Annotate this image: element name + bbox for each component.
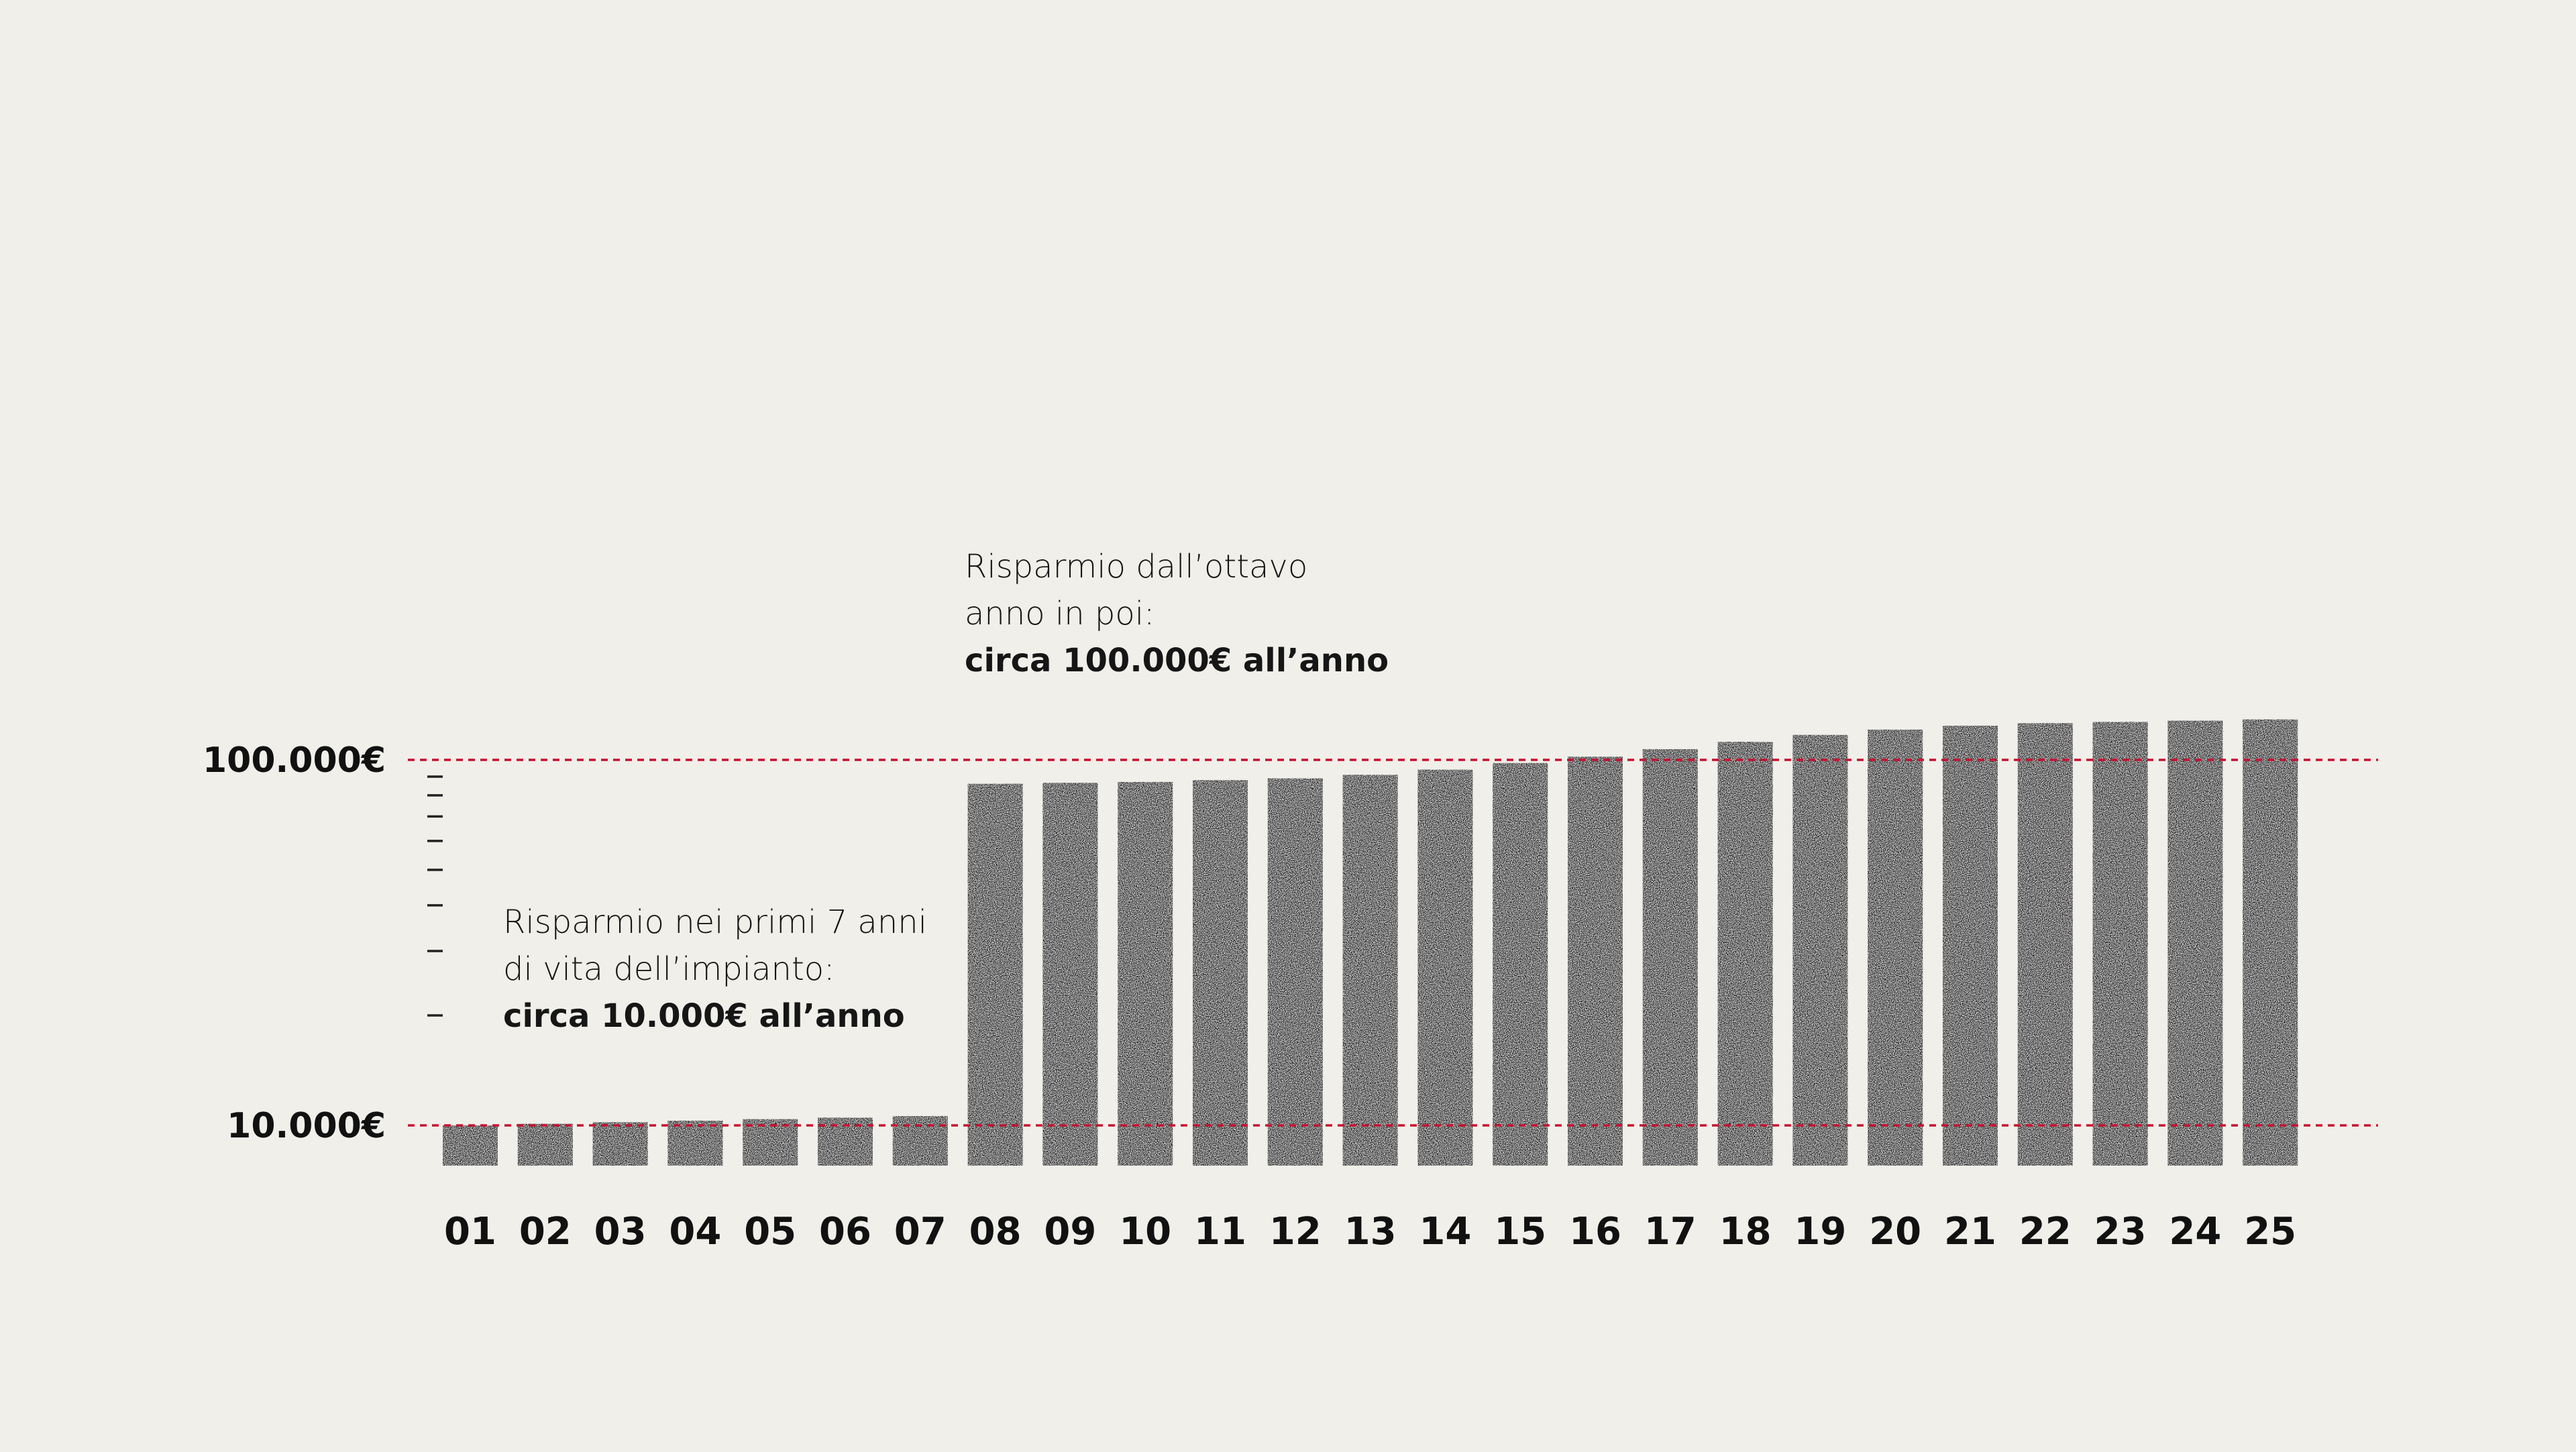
bar-11 [1193, 780, 1248, 1166]
annotation-line: Risparmio nei primi 7 anni [503, 903, 928, 941]
x-tick-label: 14 [1419, 1210, 1471, 1253]
bar-10 [1118, 781, 1173, 1166]
x-tick-label: 16 [1569, 1210, 1621, 1253]
bar-14 [1417, 769, 1473, 1166]
bar-24 [2167, 720, 2223, 1166]
x-tick-label: 02 [519, 1210, 572, 1253]
annotation-first-years: Risparmio nei primi 7 anni di vita dell’… [503, 899, 927, 1040]
x-tick-label: 24 [2169, 1210, 2221, 1253]
x-tick-label: 22 [2019, 1210, 2072, 1253]
category-labels: 01 02 03 04 05 06 07 08 09 10 11 12 13 14 15 16 17 18 19 20… [444, 1210, 2296, 1253]
bar-19 [1792, 734, 1848, 1166]
bar-05 [743, 1119, 798, 1166]
x-tick-label: 05 [744, 1210, 796, 1253]
bar-17 [1642, 748, 1698, 1166]
x-tick-label: 15 [1494, 1210, 1546, 1253]
bar-21 [1943, 726, 1998, 1166]
bar-04 [667, 1121, 723, 1166]
bar-12 [1267, 778, 1323, 1166]
reference-line-label: 100.000€ [203, 740, 386, 781]
annotation-line: di vita dell’impianto: [503, 950, 835, 988]
bars-layer [443, 719, 2298, 1166]
annotation-later-years: Risparmio dall’ottavo anno in poi: circa… [965, 543, 1389, 684]
x-tick-label: 11 [1194, 1210, 1246, 1253]
annotation-highlight: circa 100.000€ all’anno [965, 642, 1389, 679]
x-tick-label: 08 [969, 1210, 1022, 1253]
bar-16 [1568, 757, 1623, 1166]
annotation-line: Risparmio dall’ottavo [965, 548, 1308, 585]
bar-07 [892, 1116, 948, 1166]
bar-18 [1717, 742, 1773, 1166]
x-tick-label: 06 [819, 1210, 871, 1253]
x-tick-label: 09 [1044, 1210, 1096, 1253]
bar-15 [1493, 763, 1548, 1166]
x-tick-label: 04 [669, 1210, 721, 1253]
bar-23 [2092, 722, 2148, 1166]
bar-13 [1342, 775, 1398, 1166]
bar-03 [592, 1122, 648, 1166]
bar-02 [517, 1123, 573, 1166]
x-tick-label: 25 [2244, 1210, 2296, 1253]
bar-01 [443, 1125, 498, 1166]
bar-09 [1042, 783, 1098, 1166]
minor-ticks [427, 775, 443, 1017]
bar-20 [1868, 729, 1923, 1166]
annotation-highlight: circa 10.000€ all’anno [503, 997, 905, 1035]
x-tick-label: 19 [1794, 1210, 1846, 1253]
bar-08 [967, 783, 1023, 1166]
x-tick-label: 10 [1119, 1210, 1171, 1253]
x-tick-label: 23 [2094, 1210, 2147, 1253]
x-tick-label: 17 [1644, 1210, 1697, 1253]
x-tick-label: 21 [1944, 1210, 1996, 1253]
x-tick-label: 03 [594, 1210, 647, 1253]
x-tick-label: 07 [894, 1210, 947, 1253]
reference-line-label: 10.000€ [227, 1106, 386, 1146]
reference-lines: 100.000€ 10.000€ [203, 740, 2378, 1146]
x-tick-label: 12 [1269, 1210, 1322, 1253]
annotation-line: anno in poi: [965, 595, 1155, 632]
x-tick-label: 01 [444, 1210, 496, 1253]
bar-25 [2243, 719, 2298, 1166]
x-tick-label: 13 [1344, 1210, 1397, 1253]
x-tick-label: 18 [1719, 1210, 1772, 1253]
bar-22 [2017, 723, 2073, 1166]
x-tick-label: 20 [1869, 1210, 1921, 1253]
